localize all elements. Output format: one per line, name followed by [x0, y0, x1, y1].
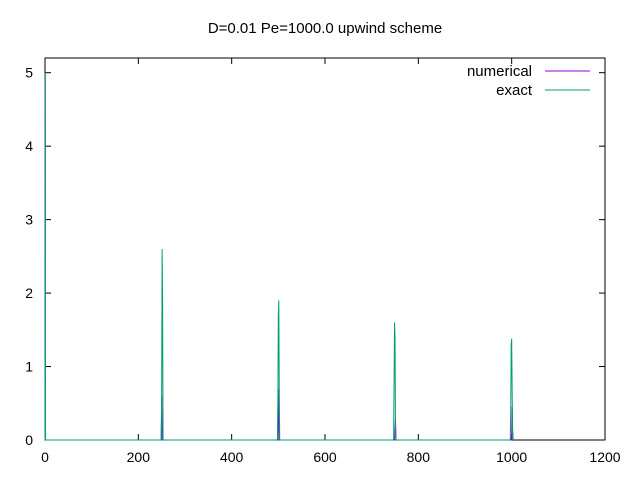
x-tick-label: 200	[127, 449, 151, 465]
y-tick-label: 4	[25, 138, 33, 154]
y-tick-label: 1	[25, 359, 33, 375]
x-tick-label: 400	[220, 449, 244, 465]
y-tick-label: 0	[25, 432, 33, 448]
x-tick-label: 1000	[496, 449, 527, 465]
x-tick-label: 1200	[589, 449, 620, 465]
x-tick-label: 800	[407, 449, 431, 465]
y-tick-label: 5	[25, 65, 33, 81]
legend-label-exact: exact	[496, 82, 533, 99]
x-tick-label: 600	[313, 449, 337, 465]
y-tick-label: 2	[25, 285, 33, 301]
y-tick-label: 3	[25, 212, 33, 228]
plot-area: 0 200 400 600 800 1000 1200 0 1 2 3 4 5	[25, 57, 621, 465]
legend: numerical exact	[467, 63, 590, 99]
x-tick-label: 0	[41, 449, 49, 465]
series-line-exact	[44, 72, 514, 441]
plot-frame	[44, 57, 606, 441]
chart-title: D=0.01 Pe=1000.0 upwind scheme	[208, 20, 442, 37]
legend-label-numerical: numerical	[467, 63, 532, 80]
